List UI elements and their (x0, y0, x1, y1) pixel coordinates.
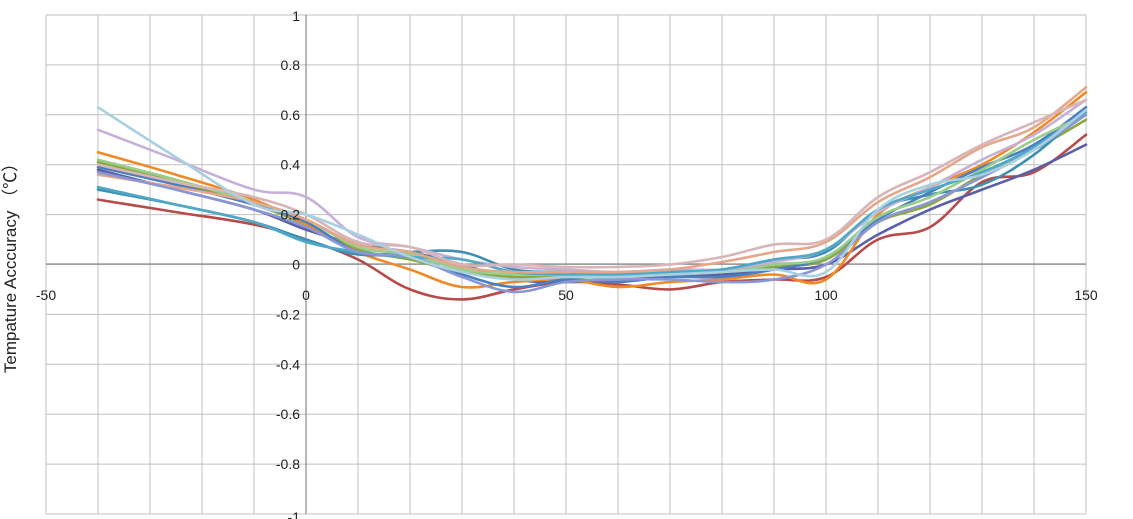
y-tick-label: -1 (288, 509, 301, 519)
y-tick-label: 0.2 (281, 207, 301, 223)
y-tick-label: -0.8 (276, 456, 300, 472)
y-tick-label: 0.8 (281, 57, 301, 73)
y-tick-label: -0.2 (276, 306, 300, 322)
series-line-11 (96, 113, 1088, 294)
y-tick-label: 1 (292, 8, 300, 24)
y-tick-label: 0.6 (281, 107, 301, 123)
x-tick-label: 0 (302, 287, 310, 303)
series-line-9 (96, 111, 1088, 277)
axes (46, 15, 1086, 514)
x-tick-label: 100 (814, 287, 838, 303)
x-tick-label: 50 (558, 287, 574, 303)
y-tick-label: -0.4 (276, 356, 300, 372)
series-line-2 (96, 143, 1088, 284)
series-line-6 (96, 106, 1088, 289)
series-line-10 (96, 86, 1088, 274)
x-tick-label: -50 (36, 287, 56, 303)
tick-labels: -50 0 50 100 150-1-0.8-0.6-0.4-0.200.20.40.6… (36, 8, 1098, 519)
y-tick-label: 0.4 (281, 157, 301, 173)
series-lines (96, 86, 1088, 301)
series-line-4 (96, 91, 1088, 289)
y-axis-label: Tempature Acccuracy （℃） (1, 155, 20, 373)
x-tick-label: 150 (1074, 287, 1098, 303)
y-tick-label: 0 (292, 257, 300, 273)
y-tick-label: -0.6 (276, 406, 300, 422)
series-line-13 (96, 106, 1088, 281)
